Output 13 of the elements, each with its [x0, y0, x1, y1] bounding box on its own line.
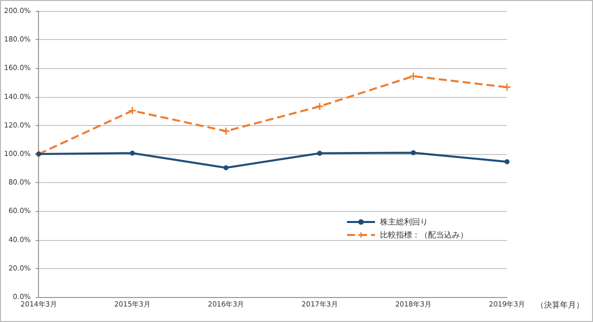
point	[222, 128, 230, 135]
text: （決算年月）	[536, 300, 584, 310]
point	[410, 150, 416, 156]
point	[224, 165, 229, 170]
point	[504, 159, 510, 164]
point	[504, 84, 510, 91]
point	[316, 102, 324, 110]
point	[410, 72, 417, 80]
legend-label: 株主総利回り	[379, 218, 428, 226]
point	[128, 107, 136, 114]
point	[130, 150, 135, 156]
legend-label: 比較指標：（配当込み）	[380, 230, 468, 240]
point	[317, 150, 322, 156]
